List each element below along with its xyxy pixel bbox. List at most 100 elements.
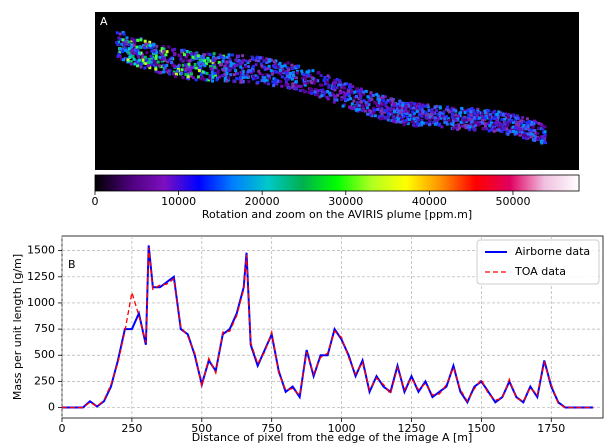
plume-pixel <box>517 122 521 126</box>
plume-pixel <box>236 72 239 76</box>
plume-pixel <box>184 68 188 71</box>
plume-pixel <box>348 105 351 109</box>
plume-pixel <box>279 80 283 84</box>
plume-pixel <box>529 133 533 137</box>
plume-pixel <box>533 129 537 133</box>
plume-pixel <box>364 103 368 107</box>
plume-pixel <box>454 124 458 128</box>
plume-pixel <box>403 120 407 124</box>
plume-pixel <box>153 60 156 64</box>
plume-pixel <box>483 109 487 113</box>
plume-pixel <box>138 51 141 55</box>
plume-pixel <box>136 60 140 64</box>
plume-pixel <box>163 65 167 69</box>
plume-pixel <box>119 37 123 41</box>
plume-pixel <box>533 136 537 140</box>
plume-pixel <box>246 61 250 64</box>
plume-pixel <box>424 104 428 108</box>
plume-pixel <box>235 76 239 80</box>
plume-pixel <box>211 72 215 76</box>
plume-pixel <box>469 123 472 127</box>
plume-pixel <box>467 110 471 114</box>
plume-pixel <box>368 94 372 97</box>
plume-pixel <box>467 112 471 116</box>
plume-pixel <box>315 93 319 97</box>
plume-pixel <box>303 83 307 87</box>
plume-pixel <box>477 123 481 127</box>
plume-pixel <box>325 80 329 84</box>
plume-pixel <box>227 69 231 73</box>
plume-pixel <box>291 77 294 81</box>
plume-pixel <box>294 80 298 84</box>
plume-pixel <box>383 95 387 99</box>
plume-pixel <box>285 70 289 74</box>
plume-pixel <box>221 74 224 78</box>
plume-pixel <box>272 64 275 68</box>
plume-pixel <box>481 111 485 115</box>
plume-pixel <box>526 134 530 138</box>
plume-pixel <box>186 68 190 72</box>
plume-pixel <box>227 53 231 57</box>
colorbar-tick-label: 50000 <box>495 195 530 208</box>
plume-pixel <box>319 74 323 78</box>
plume-pixel <box>357 104 361 108</box>
plume-pixel <box>158 64 162 68</box>
plume-pixel <box>367 108 371 112</box>
plume-pixel <box>344 91 347 95</box>
plume-pixel <box>346 92 350 96</box>
plume-pixel <box>191 76 195 80</box>
plume-pixel <box>133 51 137 55</box>
plume-pixel <box>244 65 248 69</box>
plume-pixel <box>240 79 244 82</box>
plume-pixel <box>179 58 183 62</box>
plume-pixel <box>174 75 177 79</box>
plume-pixel <box>210 70 214 74</box>
plume-pixel <box>522 123 526 127</box>
plume-pixel <box>127 40 131 44</box>
plume-pixel <box>472 127 476 131</box>
plume-pixel <box>157 70 161 74</box>
plume-pixel <box>391 99 395 103</box>
plume-pixel <box>378 114 381 118</box>
plume-pixel <box>462 119 466 123</box>
plume-pixel <box>143 55 147 59</box>
plume-pixel <box>245 75 249 79</box>
plume-pixel <box>413 102 416 106</box>
plume-pixel <box>508 130 512 134</box>
plume-pixel <box>289 66 293 70</box>
plume-pixel <box>380 116 384 120</box>
plume-pixel <box>325 78 329 82</box>
plume-pixel <box>468 125 472 129</box>
plume-pixel <box>509 114 513 118</box>
plume-pixel <box>115 40 119 44</box>
plume-pixel <box>420 118 424 122</box>
plume <box>115 31 547 145</box>
plume-pixel <box>225 68 229 72</box>
plume-pixel <box>396 117 400 121</box>
plume-pixel <box>400 117 404 121</box>
plume-pixel <box>244 59 248 63</box>
plume-pixel <box>507 119 510 123</box>
plume-pixel <box>495 117 499 121</box>
plume-pixel <box>368 98 372 102</box>
plume-pixel <box>278 61 282 65</box>
plume-pixel <box>272 77 276 81</box>
plume-pixel <box>421 104 425 108</box>
plume-pixel <box>372 111 376 115</box>
plume-pixel <box>226 64 230 68</box>
plume-pixel <box>353 90 357 94</box>
plume-pixel <box>422 110 426 114</box>
plume-pixel <box>348 86 352 90</box>
plume-pixel <box>326 90 329 93</box>
plume-pixel <box>343 82 347 86</box>
plume-pixel <box>267 76 271 80</box>
plume-pixel <box>375 101 379 105</box>
plume-pixel <box>265 61 269 64</box>
plume-pixel <box>268 59 272 63</box>
plume-pixel <box>416 124 420 128</box>
plume-pixel <box>307 69 311 73</box>
plume-pixel <box>276 65 280 69</box>
plume-pixel <box>257 69 261 73</box>
plume-pixel <box>373 100 377 104</box>
plume-pixel <box>386 99 390 103</box>
